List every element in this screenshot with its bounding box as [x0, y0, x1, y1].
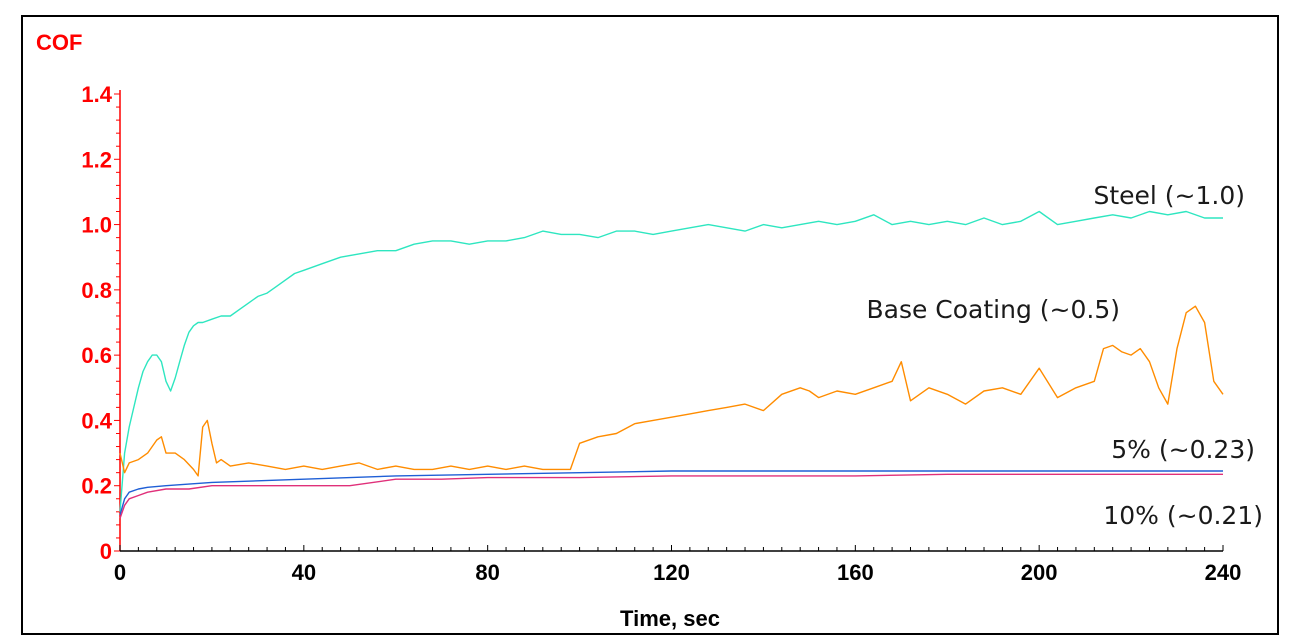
x-tick-label: 80: [475, 560, 499, 585]
annotation-steel: Steel (~1.0): [1093, 181, 1245, 210]
y-tick-label: 0.6: [81, 343, 112, 368]
y-tick-label: 0.8: [81, 278, 112, 303]
series-line-steel: [119, 210, 1223, 512]
y-tick-label: 1.0: [81, 213, 112, 238]
x-tick-label: 160: [837, 560, 874, 585]
y-tick-label: 1.2: [81, 147, 112, 172]
x-tick-label: 40: [292, 560, 316, 585]
y-axis-title: COF: [36, 30, 82, 55]
annotation-10-percent: 10% (~0.21): [1103, 501, 1263, 530]
annotation-5-percent: 5% (~0.23): [1111, 435, 1255, 464]
y-tick-label: 0: [100, 539, 112, 564]
y-tick-label: 0.2: [81, 474, 112, 499]
series-line-5-percent: [119, 470, 1223, 516]
series-line-10-percent: [119, 473, 1223, 519]
series-line-base-coating: [119, 305, 1224, 477]
x-tick-label: 240: [1205, 560, 1242, 585]
x-tick-label: 120: [653, 560, 690, 585]
y-tick-label: 0.4: [81, 408, 112, 433]
annotation-base-coating: Base Coating (~0.5): [866, 295, 1120, 324]
x-axis-title: Time, sec: [620, 606, 720, 631]
y-tick-label: 1.4: [81, 82, 112, 107]
x-tick-label: 0: [114, 560, 126, 585]
chart-border: [21, 15, 1279, 635]
axes: 0 0.2 0.4 0.6 0.8 1.0 1.2 1.4 0 40 80 120 160 200 240: [81, 82, 1241, 585]
annotations: Steel (~1.0) Base Coating (~0.5) 5% (~0.…: [866, 181, 1263, 530]
x-tick-label: 200: [1021, 560, 1058, 585]
series-layer: [119, 210, 1224, 519]
